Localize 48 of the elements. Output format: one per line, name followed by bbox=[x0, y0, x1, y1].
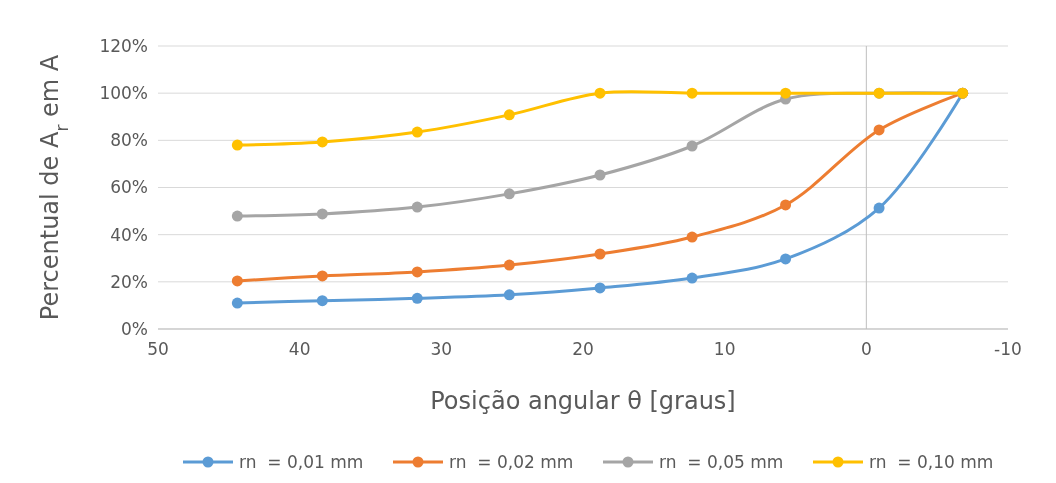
x-tick-label: 0 bbox=[860, 339, 872, 359]
point bbox=[231, 139, 243, 151]
legend-label: rn = 0,02 mm bbox=[449, 452, 574, 472]
point bbox=[594, 87, 606, 99]
point bbox=[780, 87, 792, 99]
point bbox=[503, 188, 515, 200]
x-tick-label: 50 bbox=[147, 339, 169, 359]
legend-label: rn = 0,05 mm bbox=[659, 452, 784, 472]
point bbox=[686, 272, 698, 284]
y-tick-label: 0% bbox=[121, 318, 148, 339]
point bbox=[316, 295, 328, 307]
point bbox=[594, 248, 606, 260]
x-tick-label: 40 bbox=[288, 339, 311, 359]
point bbox=[316, 208, 328, 220]
x-tick-label: 10 bbox=[713, 339, 736, 359]
y-tick-label: 80% bbox=[110, 130, 148, 151]
x-axis-title: Posição angular θ [graus] bbox=[430, 387, 736, 415]
point bbox=[780, 199, 792, 211]
point bbox=[231, 297, 243, 309]
point bbox=[686, 140, 698, 152]
y-tick-label: 20% bbox=[110, 271, 148, 292]
point bbox=[411, 126, 423, 138]
point bbox=[686, 231, 698, 243]
point bbox=[594, 282, 606, 294]
point bbox=[411, 201, 423, 213]
y-tick-label: 40% bbox=[110, 224, 148, 245]
point bbox=[873, 202, 885, 214]
legend-label: rn = 0,10 mm bbox=[869, 452, 994, 472]
point bbox=[503, 259, 515, 271]
point bbox=[411, 292, 423, 304]
point bbox=[411, 266, 423, 278]
point bbox=[231, 275, 243, 287]
y-tick-label: 100% bbox=[99, 83, 148, 104]
point bbox=[780, 253, 792, 265]
point bbox=[503, 289, 515, 301]
x-tick-label: -10 bbox=[994, 339, 1022, 359]
x-tick-label: 30 bbox=[430, 339, 453, 359]
y-tick-label: 120% bbox=[99, 35, 148, 56]
point bbox=[231, 210, 243, 222]
point bbox=[594, 169, 606, 181]
y-tick-label: 60% bbox=[110, 177, 148, 198]
legend-label: rn = 0,01 mm bbox=[239, 452, 364, 472]
point bbox=[316, 136, 328, 148]
point bbox=[503, 109, 515, 121]
point bbox=[686, 87, 698, 99]
point bbox=[316, 270, 328, 282]
x-tick-label: 20 bbox=[572, 339, 594, 359]
point bbox=[873, 124, 885, 136]
